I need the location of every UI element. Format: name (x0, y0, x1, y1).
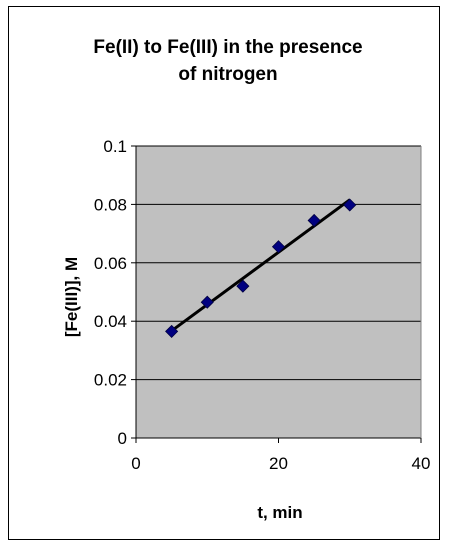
chart-frame: Fe(II) to Fe(III) in the presence of nit… (8, 6, 440, 540)
x-tick-label-2: 40 (412, 454, 431, 473)
data-point-4 (307, 213, 321, 228)
x-axis-label: t, min (257, 503, 302, 522)
chart-title-line-2: of nitrogen (178, 64, 277, 85)
plot-area (136, 146, 421, 438)
y-tick-label-3: 0.06 (94, 254, 127, 273)
y-tick-label-0: 0 (118, 429, 127, 448)
trendline-group (170, 198, 351, 333)
data-point-3 (271, 240, 286, 254)
data-point-1 (200, 295, 214, 309)
data-point-5 (343, 198, 357, 212)
data-point-2 (236, 279, 250, 293)
y-tick-label-5: 0.1 (103, 137, 127, 156)
chart-title-line-1: Fe(II) to Fe(III) in the presence (93, 37, 362, 58)
y-axis-label: [Fe(III)], M (62, 257, 81, 337)
x-axis-ticks: 0 20 40 (131, 438, 430, 473)
y-tick-label-2: 0.04 (94, 312, 127, 331)
data-points (165, 198, 357, 338)
y-axis-ticks: 0 0.02 0.04 0.06 0.08 0.1 (94, 137, 136, 448)
y-tick-label-1: 0.02 (94, 371, 127, 390)
x-tick-label-0: 0 (131, 454, 140, 473)
trendline (170, 198, 351, 333)
y-tick-label-4: 0.08 (94, 195, 127, 214)
chart: Fe(II) to Fe(III) in the presence of nit… (62, 37, 430, 522)
data-point-0 (165, 324, 179, 338)
x-tick-label-1: 20 (269, 454, 288, 473)
